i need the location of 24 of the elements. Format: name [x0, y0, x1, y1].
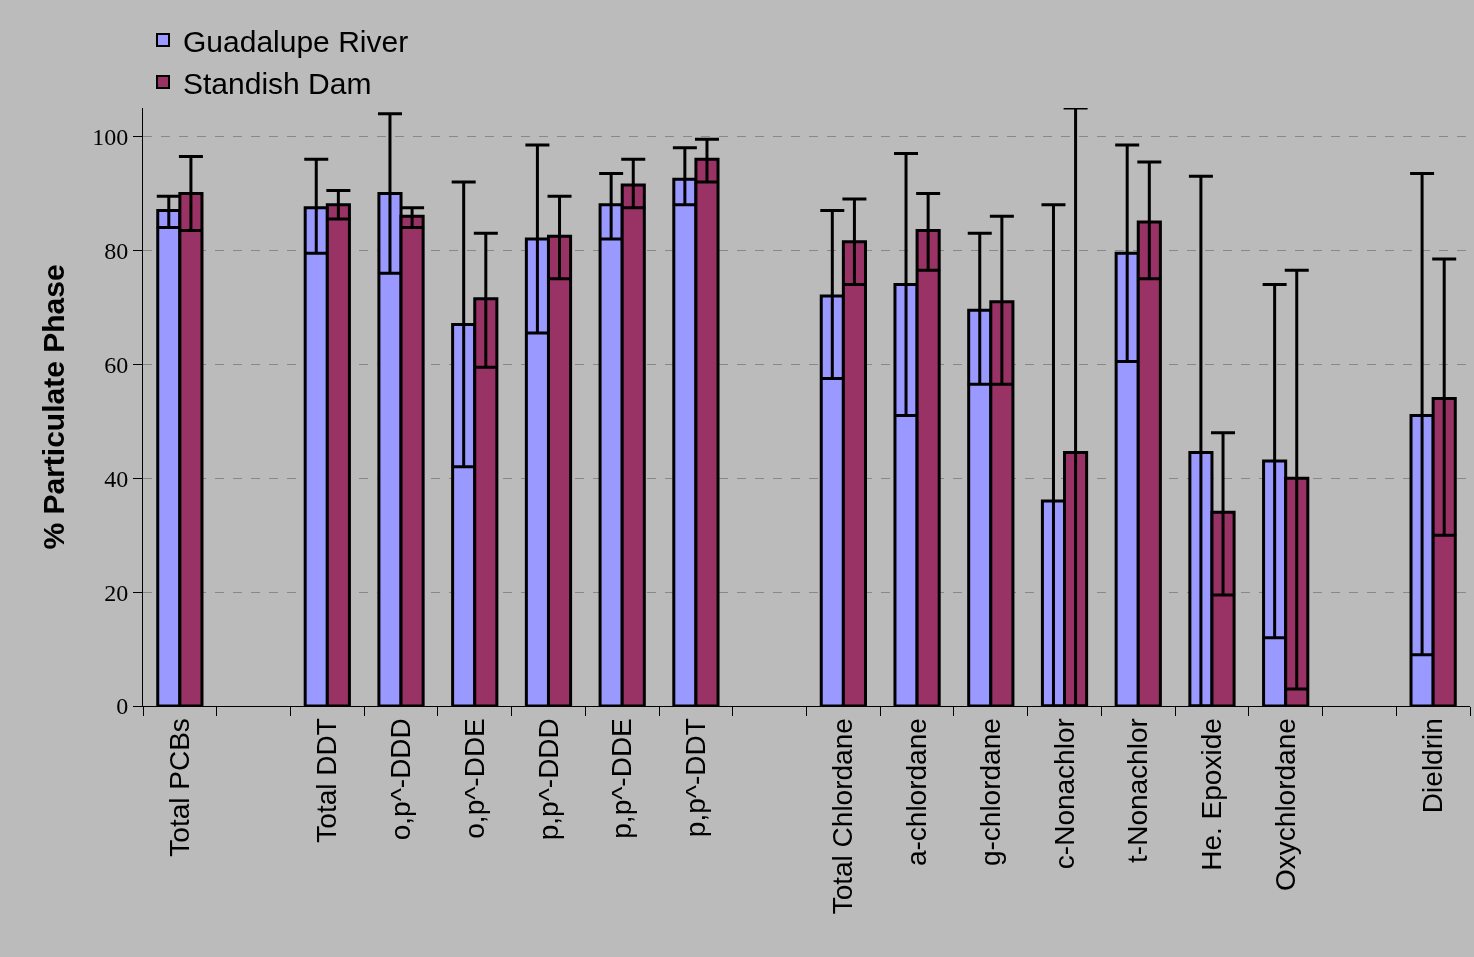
x-tick-label: o,p^-DDE: [458, 718, 490, 839]
x-tick-label: p,p^-DDT: [680, 718, 712, 838]
x-tick-label: p,p^-DDE: [606, 718, 638, 839]
x-tick-label: Total Chlordane: [827, 718, 859, 915]
x-tick-label: g-chlordane: [974, 718, 1006, 867]
x-tick-label: a-chlordane: [901, 718, 933, 867]
x-tick-label: p,p^-DDD: [532, 718, 564, 841]
y-tick-label: 80: [104, 237, 129, 264]
legend-label: Guadalupe River: [183, 24, 409, 58]
x-tick-label: Oxychlordane: [1269, 718, 1301, 891]
x-tick-label: Dieldrin: [1417, 718, 1449, 814]
x-tick-label: He. Epoxide: [1196, 718, 1228, 871]
y-tick-label: 100: [92, 123, 129, 150]
legend-label: Standish Dam: [183, 66, 372, 100]
y-axis-title: % Particulate Phase: [37, 264, 71, 550]
x-tick-label: t-Nonachlor: [1122, 718, 1154, 863]
y-tick-label: 20: [104, 579, 129, 606]
x-tick-label: Total DDT: [311, 718, 343, 843]
y-tick-label: 60: [104, 351, 129, 378]
x-tick-label: o,p^-DDD: [385, 718, 417, 841]
y-tick-label: 0: [116, 693, 129, 720]
y-tick-label: 40: [104, 465, 129, 492]
x-tick-label: Total PCBs: [163, 718, 195, 857]
x-tick-label: c-Nonachlor: [1048, 718, 1080, 870]
